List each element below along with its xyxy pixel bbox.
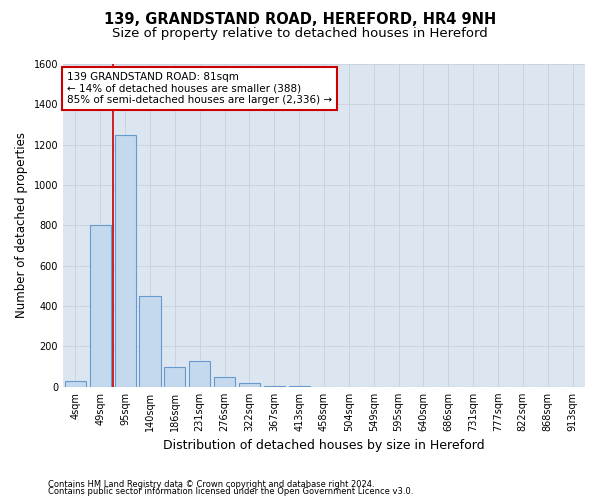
Bar xyxy=(189,360,211,387)
Y-axis label: Number of detached properties: Number of detached properties xyxy=(15,132,28,318)
Bar xyxy=(90,226,111,387)
Bar xyxy=(115,134,136,387)
X-axis label: Distribution of detached houses by size in Hereford: Distribution of detached houses by size … xyxy=(163,440,485,452)
Bar xyxy=(164,366,185,387)
Text: 139, GRANDSTAND ROAD, HEREFORD, HR4 9NH: 139, GRANDSTAND ROAD, HEREFORD, HR4 9NH xyxy=(104,12,496,28)
Bar xyxy=(139,296,161,387)
Text: 139 GRANDSTAND ROAD: 81sqm
← 14% of detached houses are smaller (388)
85% of sem: 139 GRANDSTAND ROAD: 81sqm ← 14% of deta… xyxy=(67,72,332,106)
Bar xyxy=(239,383,260,387)
Bar xyxy=(214,376,235,387)
Text: Contains HM Land Registry data © Crown copyright and database right 2024.: Contains HM Land Registry data © Crown c… xyxy=(48,480,374,489)
Text: Size of property relative to detached houses in Hereford: Size of property relative to detached ho… xyxy=(112,28,488,40)
Bar xyxy=(65,381,86,387)
Text: Contains public sector information licensed under the Open Government Licence v3: Contains public sector information licen… xyxy=(48,487,413,496)
Bar xyxy=(264,386,285,387)
